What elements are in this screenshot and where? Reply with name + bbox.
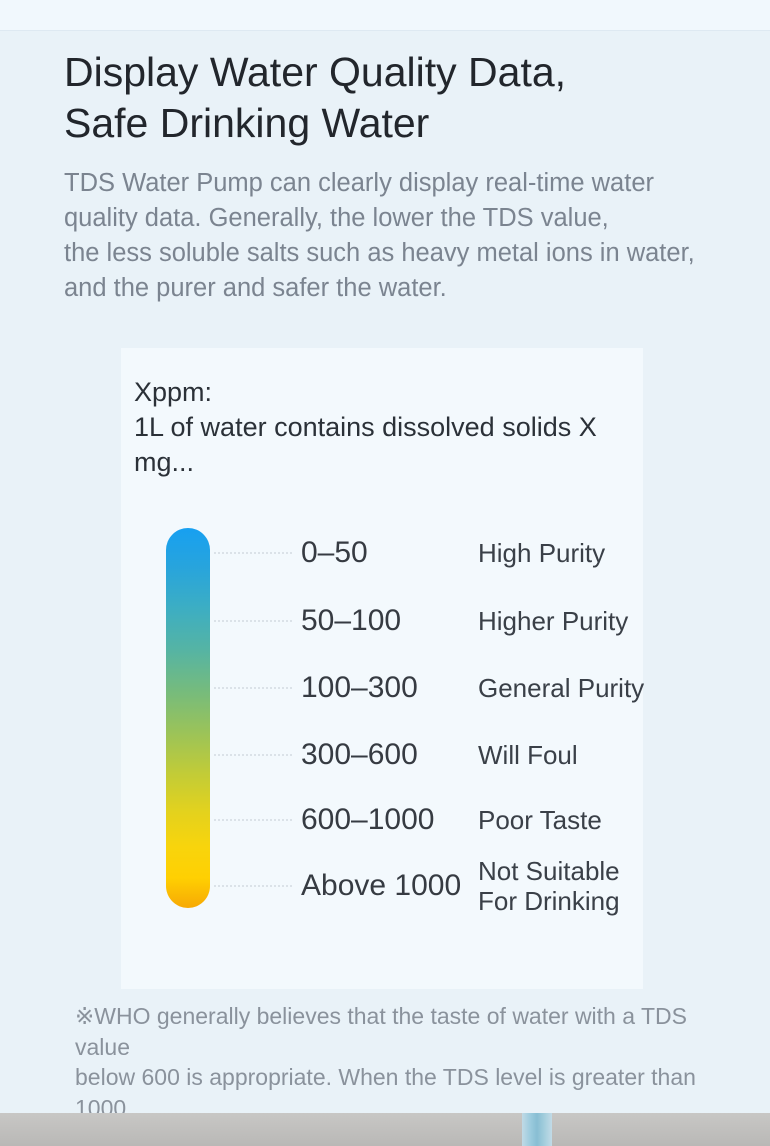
tds-scale-card: Xppm: 1L of water contains dissolved sol… xyxy=(121,348,645,989)
intro-line: quality data. Generally, the lower the T… xyxy=(64,204,609,232)
tds-range-value: 0–50 xyxy=(301,536,368,569)
purity-label: General Purity xyxy=(478,673,645,703)
intro-paragraph: TDS Water Pump can clearly display real-… xyxy=(64,166,695,306)
next-section-preview xyxy=(0,1113,770,1146)
footnote-line: below 600 is appropriate. When the TDS l… xyxy=(75,1064,696,1121)
leader-line xyxy=(214,885,292,887)
tds-range-value: 300–600 xyxy=(301,738,418,771)
leader-line xyxy=(214,687,292,689)
water-tube-image xyxy=(522,1113,552,1146)
previous-section-edge xyxy=(0,0,770,31)
purity-label-line1: Not Suitable xyxy=(478,856,620,886)
leader-line xyxy=(214,754,292,756)
tds-range-value: 50–100 xyxy=(301,604,402,637)
purity-label: Poor Taste xyxy=(478,805,602,835)
tds-range-value: Above 1000 xyxy=(301,869,462,902)
purity-label-line2: For Drinking xyxy=(478,886,620,916)
footnote-line: ※WHO generally believes that the taste o… xyxy=(75,1003,688,1060)
intro-line: the less soluble salts such as heavy met… xyxy=(64,239,695,267)
purity-label: Not Suitable For Drinking xyxy=(478,856,643,916)
purity-label: Higher Purity xyxy=(478,606,629,636)
page-title-line1: Display Water Quality Data, xyxy=(64,49,567,95)
card-heading-line1: Xppm: xyxy=(134,377,213,407)
tds-gradient-bar xyxy=(166,528,210,908)
intro-line: TDS Water Pump can clearly display real-… xyxy=(64,169,654,197)
page-title: Display Water Quality Data, Safe Drinkin… xyxy=(64,47,566,149)
tds-range-value: 100–300 xyxy=(301,671,418,704)
page-title-line2: Safe Drinking Water xyxy=(64,100,430,146)
leader-line xyxy=(214,620,292,622)
intro-line: and the purer and safer the water. xyxy=(64,274,447,302)
card-heading: Xppm: 1L of water contains dissolved sol… xyxy=(134,375,643,480)
tds-range-value: 600–1000 xyxy=(301,803,435,836)
purity-label: High Purity xyxy=(478,538,606,568)
leader-line xyxy=(214,819,292,821)
purity-label: Will Foul xyxy=(478,740,578,770)
leader-line xyxy=(214,552,292,554)
card-heading-line2: 1L of water contains dissolved solids X … xyxy=(134,412,597,477)
